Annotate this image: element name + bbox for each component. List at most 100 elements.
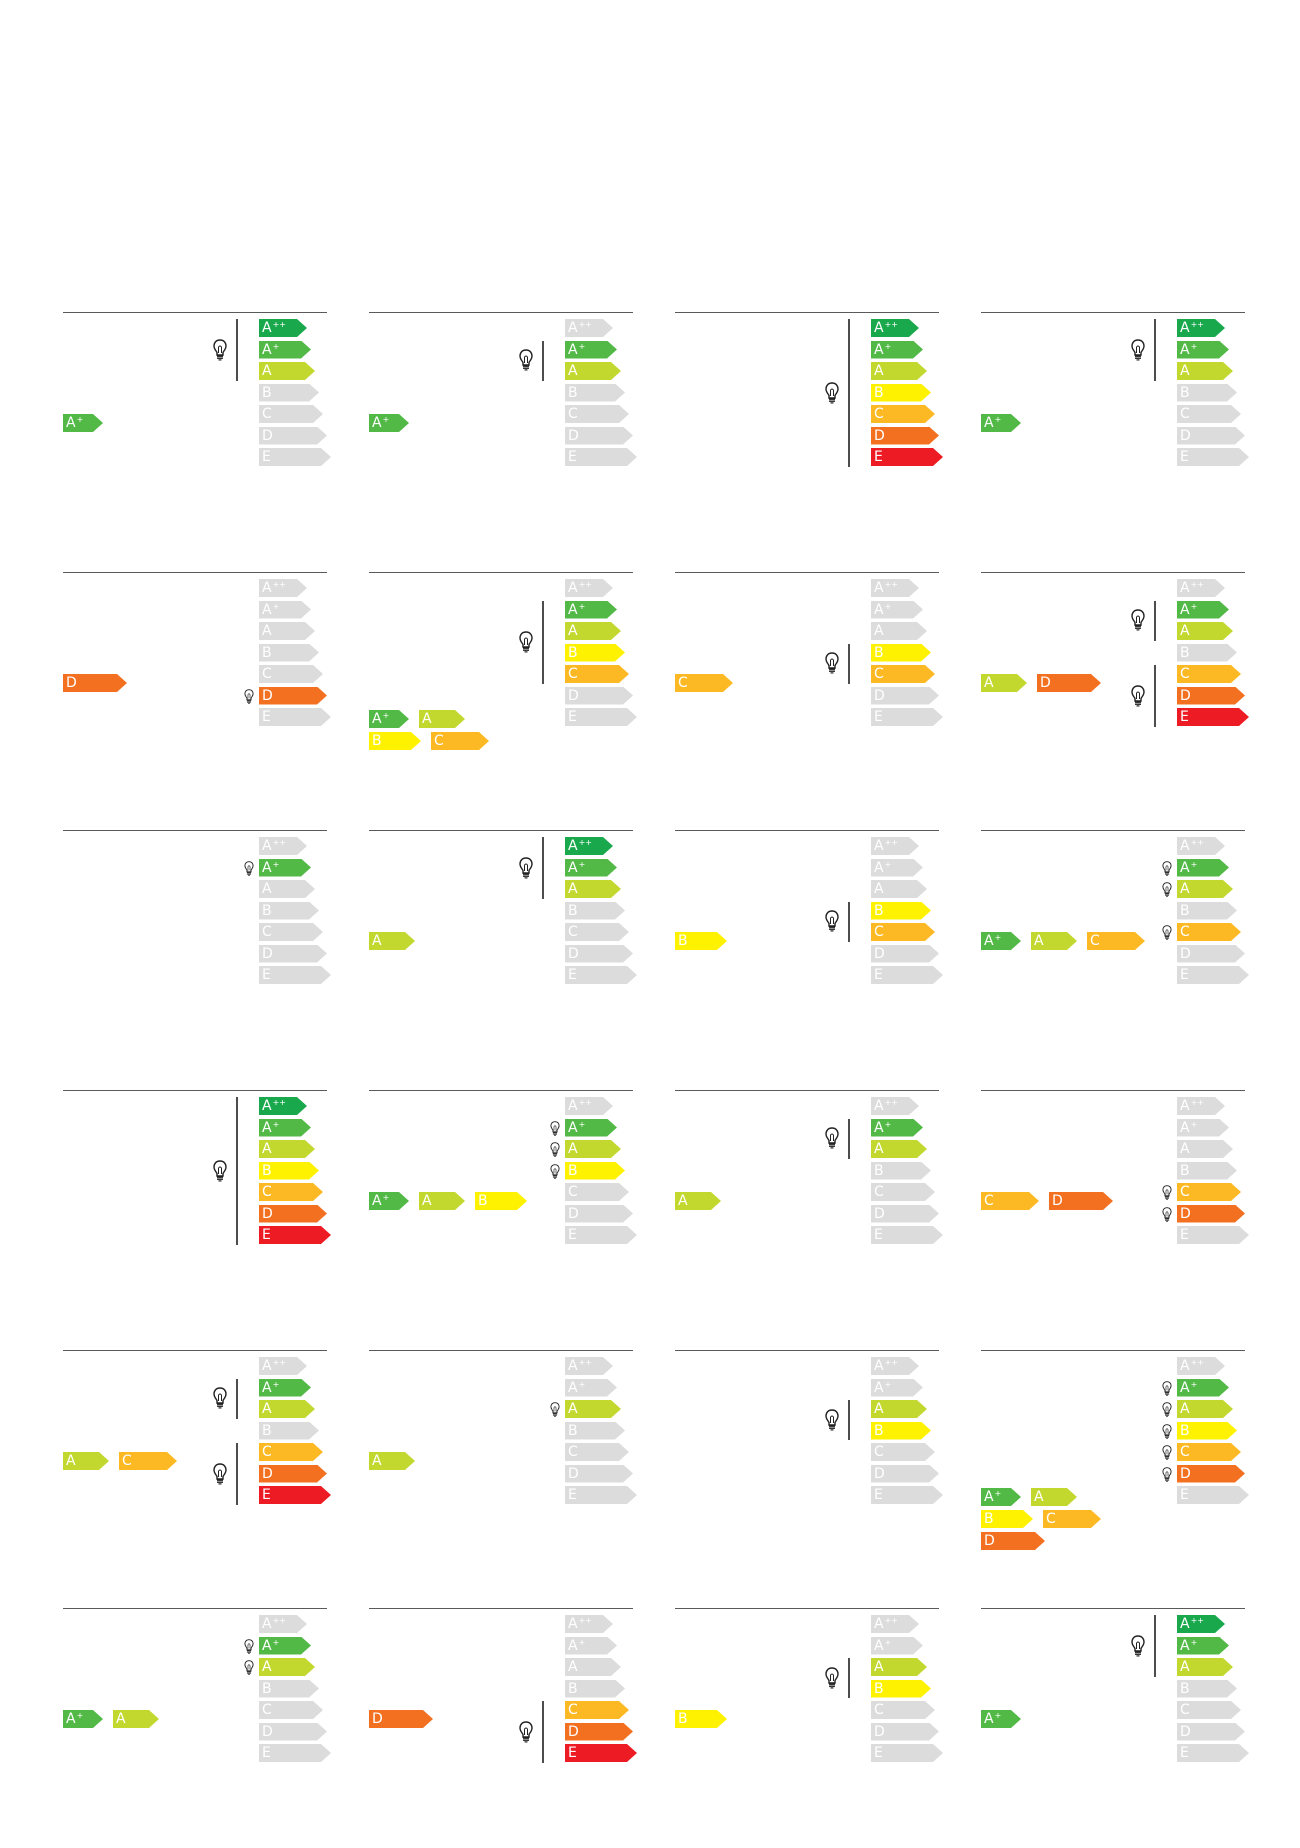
- rated-class-arrow: D: [1049, 1192, 1113, 1210]
- energy-class-arrow: E: [259, 1226, 331, 1244]
- energy-class-arrow: E: [871, 1226, 943, 1244]
- class-letter: A: [262, 881, 272, 897]
- class-letter: C: [874, 406, 884, 422]
- class-letter: A: [984, 1711, 994, 1727]
- energy-class-arrow: D: [259, 427, 327, 445]
- class-letter: A: [1180, 1141, 1190, 1157]
- class-superscript: ++: [1190, 580, 1204, 589]
- class-letter: A: [1034, 1489, 1044, 1505]
- class-letter: B: [568, 644, 578, 661]
- energy-class-arrow: C: [871, 1183, 935, 1201]
- class-letter: A: [568, 881, 578, 897]
- class-letter: D: [262, 427, 273, 444]
- energy-class-arrow: C: [259, 405, 323, 423]
- class-letter: B: [874, 384, 884, 401]
- energy-label-panel: A++ A+ A B C D E C D: [981, 1090, 1245, 1330]
- class-letter: B: [1180, 644, 1190, 661]
- energy-label-panel: A++ A+ A B C D E A+ A B C: [369, 572, 633, 812]
- rated-class-arrow: D: [981, 1532, 1045, 1550]
- class-letter: D: [1180, 427, 1191, 444]
- class-letter: D: [1180, 1723, 1191, 1740]
- class-letter: C: [568, 1184, 578, 1200]
- energy-class-arrow: E: [1177, 1744, 1249, 1762]
- class-letter: B: [874, 1162, 884, 1179]
- class-letter: A: [1180, 320, 1190, 336]
- energy-class-arrow: E: [871, 708, 943, 726]
- energy-class-arrow: D: [565, 427, 633, 445]
- energy-class-arrow: E: [259, 708, 331, 726]
- class-letter: A: [372, 1193, 382, 1209]
- energy-class-arrow: A: [1177, 1400, 1233, 1418]
- energy-class-arrow: A+: [1177, 341, 1229, 359]
- class-letter: A: [1180, 1616, 1190, 1632]
- result-class-arrow: A+: [981, 932, 1021, 950]
- class-superscript: ++: [884, 1616, 898, 1625]
- class-letter: A: [984, 933, 994, 949]
- energy-class-arrow: C: [871, 923, 935, 941]
- class-letter: A: [568, 1659, 578, 1675]
- energy-class-arrow: E: [1177, 1486, 1249, 1504]
- class-letter: E: [1180, 1227, 1189, 1243]
- energy-class-arrow: E: [871, 966, 943, 984]
- energy-label-panel: A++ A+ A B C D E A+ A B: [369, 1090, 633, 1330]
- panel-divider: [369, 830, 633, 831]
- class-superscript: ++: [884, 1358, 898, 1367]
- light-bulb-icon: [519, 856, 533, 879]
- class-letter: A: [372, 933, 382, 949]
- class-letter: D: [568, 687, 579, 704]
- energy-class-arrow: C: [259, 1701, 323, 1719]
- class-letter: D: [262, 1723, 273, 1740]
- energy-class-arrow: E: [565, 966, 637, 984]
- class-letter: A: [568, 1401, 578, 1417]
- energy-class-arrow: A+: [565, 1119, 617, 1137]
- rated-class-arrow: C: [1087, 932, 1145, 950]
- class-letter: B: [568, 1162, 578, 1179]
- class-letter: D: [262, 1465, 273, 1482]
- panel-divider: [63, 572, 327, 573]
- energy-class-arrow: A: [565, 1140, 621, 1158]
- energy-class-arrow: D: [565, 1723, 633, 1741]
- light-bulb-icon: [244, 1660, 254, 1675]
- energy-class-arrow: A+: [1177, 1119, 1229, 1137]
- range-bracket: [236, 1443, 238, 1505]
- class-letter: A: [874, 580, 884, 596]
- class-letter: A: [262, 601, 272, 618]
- class-letter: A: [262, 580, 272, 596]
- class-superscript: +: [1190, 1119, 1198, 1129]
- class-letter: A: [422, 1193, 432, 1209]
- rated-class-arrow: A: [675, 1192, 721, 1210]
- energy-class-arrow: A+: [259, 601, 311, 619]
- energy-class-arrow: C: [565, 405, 629, 423]
- energy-class-arrow: D: [259, 945, 327, 963]
- class-letter: B: [874, 1680, 884, 1697]
- energy-label-panel: A++ A+ A B C D E A+: [981, 312, 1245, 552]
- light-bulb-icon: [244, 1638, 254, 1654]
- class-superscript: ++: [272, 1616, 286, 1625]
- class-superscript: +: [1190, 1637, 1198, 1647]
- class-letter: A: [568, 859, 578, 876]
- class-letter: C: [874, 924, 884, 940]
- energy-class-arrow: C: [871, 405, 935, 423]
- energy-class-arrow: D: [565, 945, 633, 963]
- energy-class-arrow: D: [1177, 945, 1245, 963]
- energy-class-arrow: C: [565, 1701, 629, 1719]
- class-letter: E: [568, 1745, 577, 1761]
- energy-class-arrow: A++: [1177, 319, 1225, 337]
- class-superscript: ++: [272, 320, 286, 329]
- energy-class-arrow: A: [871, 362, 927, 380]
- energy-class-arrow: E: [871, 448, 943, 466]
- energy-class-arrow: A: [259, 1400, 315, 1418]
- class-letter: A: [568, 1616, 578, 1632]
- class-letter: A: [568, 1358, 578, 1374]
- class-letter: A: [678, 1193, 688, 1209]
- range-bracket: [1154, 1615, 1156, 1677]
- class-superscript: ++: [272, 1358, 286, 1367]
- energy-class-arrow: D: [565, 687, 633, 705]
- class-superscript: +: [1190, 1379, 1198, 1389]
- light-bulb-icon: [213, 1159, 227, 1182]
- class-letter: B: [372, 733, 382, 749]
- energy-class-arrow: B: [871, 644, 931, 662]
- panel-divider: [369, 1608, 633, 1609]
- class-letter: D: [568, 427, 579, 444]
- range-bracket: [1154, 319, 1156, 381]
